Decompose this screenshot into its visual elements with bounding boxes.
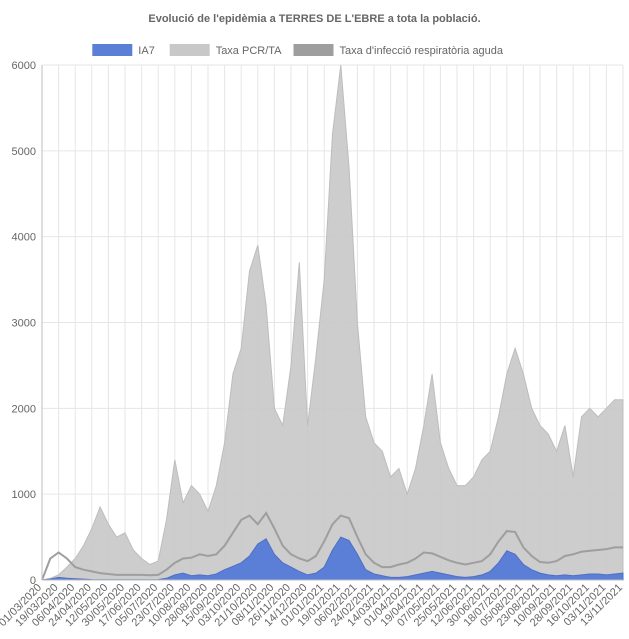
chart-legend: IA7 Taxa PCR/TA Taxa d'infecció respiratòr… bbox=[92, 44, 504, 57]
chart-title: Evolució de l'epidèmia a TERRES DE L'EBR… bbox=[148, 13, 480, 25]
legend-label: IA7 bbox=[138, 45, 155, 57]
legend-swatch bbox=[293, 44, 334, 56]
y-axis: 0 1000 2000 3000 4000 5000 6000 bbox=[12, 60, 43, 587]
legend-swatch bbox=[169, 44, 210, 56]
series-respiratory-line bbox=[41, 511, 623, 581]
series-taxa-pcr-area bbox=[41, 64, 624, 581]
legend-item[interactable]: IA7 bbox=[92, 44, 155, 57]
y-tick-label: 3000 bbox=[12, 318, 36, 330]
x-axis: 01/03/202019/03/202006/04/202024/04/2020… bbox=[0, 579, 625, 629]
legend-label: Taxa PCR/TA bbox=[216, 45, 282, 57]
y-tick-label: 4000 bbox=[12, 232, 36, 244]
y-tick-label: 0 bbox=[30, 575, 36, 587]
legend-label: Taxa d'infecció respiratòria aguda bbox=[340, 45, 504, 57]
legend-item[interactable]: Taxa PCR/TA bbox=[169, 44, 282, 57]
y-tick-label: 6000 bbox=[12, 60, 36, 72]
y-tick-label: 2000 bbox=[12, 403, 36, 415]
y-tick-label: 1000 bbox=[12, 489, 36, 501]
y-tick-label: 5000 bbox=[12, 146, 36, 158]
legend-item[interactable]: Taxa d'infecció respiratòria aguda bbox=[293, 44, 504, 57]
legend-swatch bbox=[92, 44, 133, 56]
